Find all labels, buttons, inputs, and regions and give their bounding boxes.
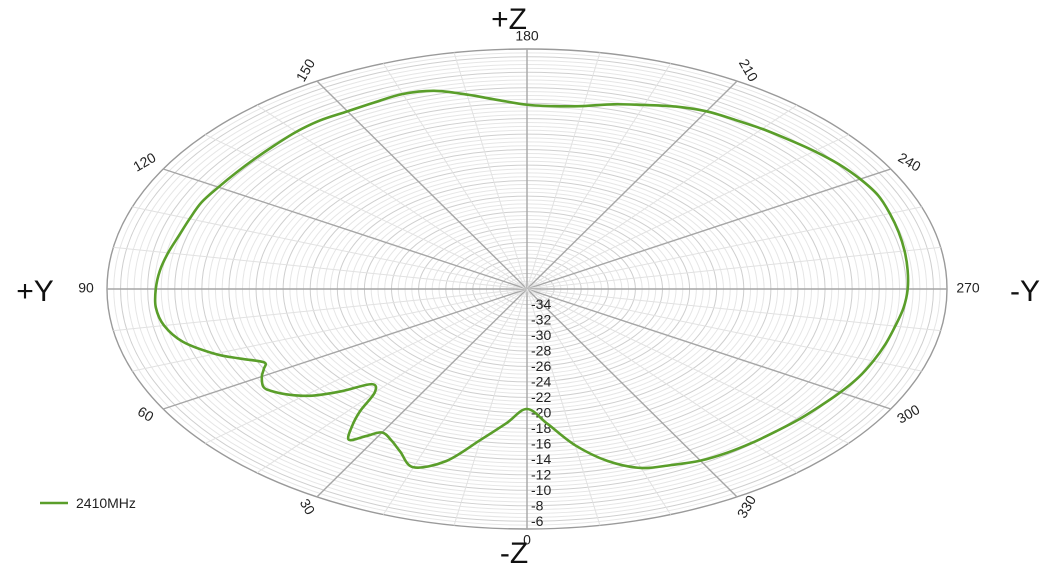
angle-spokes <box>107 49 947 529</box>
axis-name-bottom: -Z <box>500 537 528 566</box>
major-spoke <box>526 288 891 410</box>
angle-tick-label: 180 <box>515 28 539 44</box>
axis-name-top: +Z <box>491 3 527 36</box>
major-spoke <box>163 288 528 410</box>
major-spoke <box>526 288 738 498</box>
minor-spoke <box>526 104 798 290</box>
major-spoke <box>526 80 738 290</box>
radial-tick-label: -8 <box>531 497 544 513</box>
minor-spoke <box>113 288 528 332</box>
radial-tick-label: -32 <box>531 312 551 328</box>
radial-tick-label: -26 <box>531 358 551 374</box>
radial-tick-label: -28 <box>531 343 551 359</box>
radial-tick-label: -34 <box>531 296 551 312</box>
major-spoke <box>526 168 891 290</box>
series-layer <box>153 89 910 470</box>
minor-spoke <box>113 246 528 290</box>
axis-name-left: +Y <box>16 275 54 308</box>
radial-tick-label: -20 <box>531 405 551 421</box>
radial-labels: -34-32-30-28-26-24-22-20-18-16-14-12-10-… <box>531 296 551 529</box>
radial-tick-label: -30 <box>531 327 551 343</box>
minor-spoke <box>526 288 922 372</box>
axis-name-right: -Y <box>1010 275 1040 308</box>
minor-spoke <box>205 134 528 290</box>
radial-tick-label: -12 <box>531 467 551 483</box>
radial-tick-label: -22 <box>531 389 551 405</box>
minor-spoke <box>132 206 528 290</box>
major-spoke <box>316 288 528 498</box>
legend-label: 2410MHz <box>76 495 136 511</box>
minor-spoke <box>382 288 528 515</box>
angle-tick-label: 90 <box>78 280 94 296</box>
minor-spoke <box>526 288 941 332</box>
minor-spoke <box>132 288 528 372</box>
minor-spoke <box>526 206 922 290</box>
radial-tick-label: -18 <box>531 420 551 436</box>
angle-tick-label: 30 <box>297 496 319 518</box>
minor-spoke <box>526 134 849 290</box>
minor-spoke <box>526 63 672 290</box>
minor-spoke <box>526 246 941 290</box>
angle-tick-label: 270 <box>956 280 980 296</box>
minor-spoke <box>526 288 672 515</box>
minor-spoke <box>453 52 528 290</box>
angle-tick-label: 120 <box>130 149 158 175</box>
radial-tick-label: -14 <box>531 451 551 467</box>
radial-tick-label: -24 <box>531 374 551 390</box>
angle-tick-label: 0 <box>523 532 531 548</box>
minor-spoke <box>205 288 528 444</box>
series-line <box>153 89 910 470</box>
angle-tick-label: 150 <box>293 56 319 84</box>
radial-tick-label: -6 <box>531 513 544 529</box>
angle-tick-label: 240 <box>895 149 923 175</box>
radial-tick-label: -16 <box>531 436 551 452</box>
major-spoke <box>316 80 528 290</box>
legend: 2410MHz <box>40 495 136 511</box>
minor-spoke <box>256 104 528 290</box>
minor-spoke <box>256 288 528 474</box>
minor-spoke <box>382 63 528 290</box>
radial-tick-label: -10 <box>531 482 551 498</box>
angle-tick-label: 60 <box>135 403 157 425</box>
angle-tick-label: 300 <box>894 401 922 427</box>
angle-tick-label: 210 <box>736 56 762 84</box>
minor-spoke <box>526 52 601 290</box>
minor-spoke <box>453 288 528 526</box>
minor-spoke <box>526 288 601 526</box>
major-spoke <box>163 168 528 290</box>
minor-spoke <box>526 288 849 444</box>
